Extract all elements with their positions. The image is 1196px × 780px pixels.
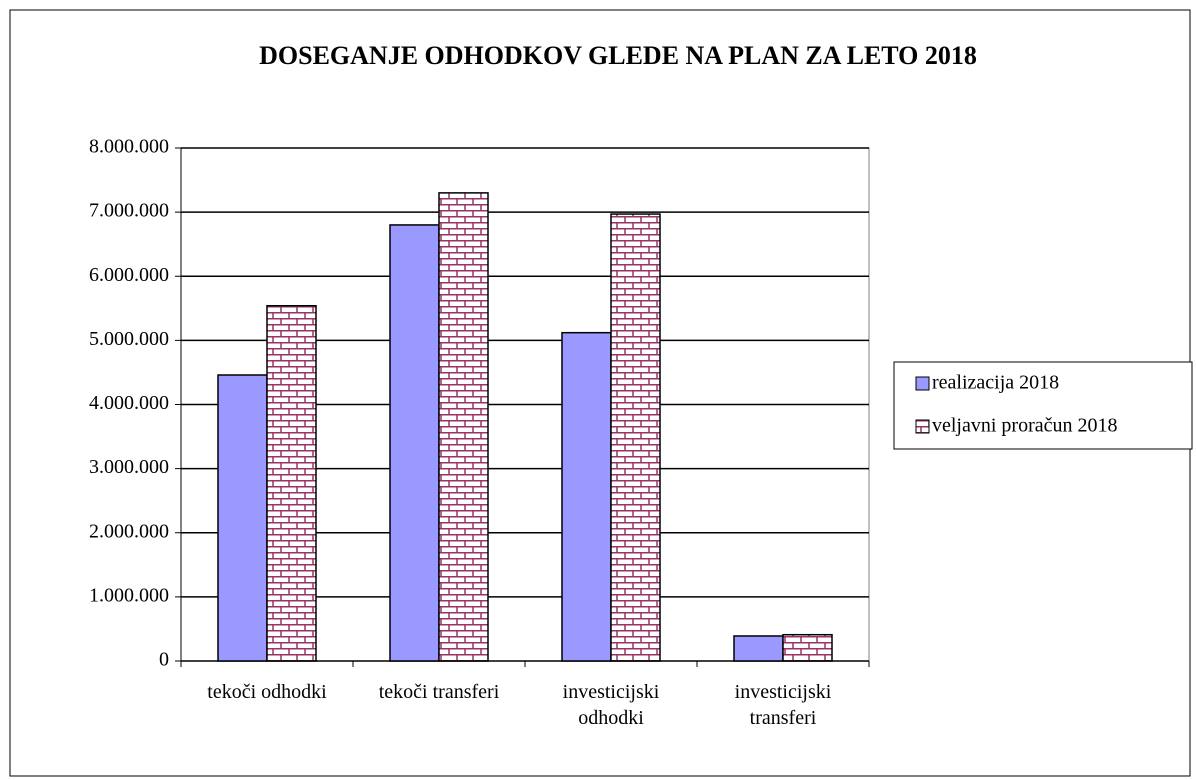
legend-swatch xyxy=(915,419,930,434)
x-tick-label: investicijski transferi xyxy=(734,681,832,729)
y-tick-label: 3.000.000 xyxy=(89,456,169,478)
bar xyxy=(561,331,612,662)
bar xyxy=(389,224,440,662)
y-tick-label: 7.000.000 xyxy=(89,200,169,222)
bar xyxy=(733,635,784,662)
y-tick-label: 5.000.000 xyxy=(89,328,169,350)
y-tick-label: 4.000.000 xyxy=(89,392,169,414)
y-tick-label: 0 xyxy=(159,649,169,671)
bar xyxy=(610,213,661,662)
chart-title: DOSEGANJE ODHODKOV GLEDE NA PLAN ZA LETO… xyxy=(259,41,977,70)
x-tick-label: tekoči transferi xyxy=(378,681,500,703)
legend-swatch xyxy=(915,376,930,391)
y-tick-label: 2.000.000 xyxy=(89,520,169,542)
bar xyxy=(438,192,489,662)
legend-label: veljavni proračun 2018 xyxy=(932,415,1118,437)
x-tick-label: investicijski odhodki xyxy=(562,681,660,729)
legend-box xyxy=(893,361,1193,450)
y-tick-label: 8.000.000 xyxy=(89,136,169,158)
bar xyxy=(217,374,268,662)
bar xyxy=(266,304,317,662)
bar xyxy=(782,633,833,662)
y-tick-label: 1.000.000 xyxy=(89,584,169,606)
legend-label: realizacija 2018 xyxy=(932,372,1059,394)
x-tick-label: tekoči odhodki xyxy=(207,681,327,703)
y-tick-label: 6.000.000 xyxy=(89,264,169,286)
